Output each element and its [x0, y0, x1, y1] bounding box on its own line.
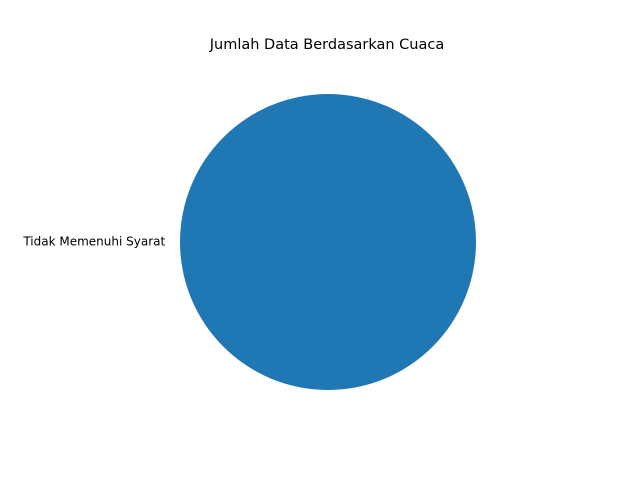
pie-labels: Tidak Memenuhi Syarat — [22, 235, 165, 249]
chart-title: Jumlah Data Berdasarkan Cuaca — [209, 37, 445, 53]
pie-slice — [180, 94, 476, 390]
pie-slice-label: Tidak Memenuhi Syarat — [22, 235, 165, 249]
pie-slices — [180, 94, 476, 390]
